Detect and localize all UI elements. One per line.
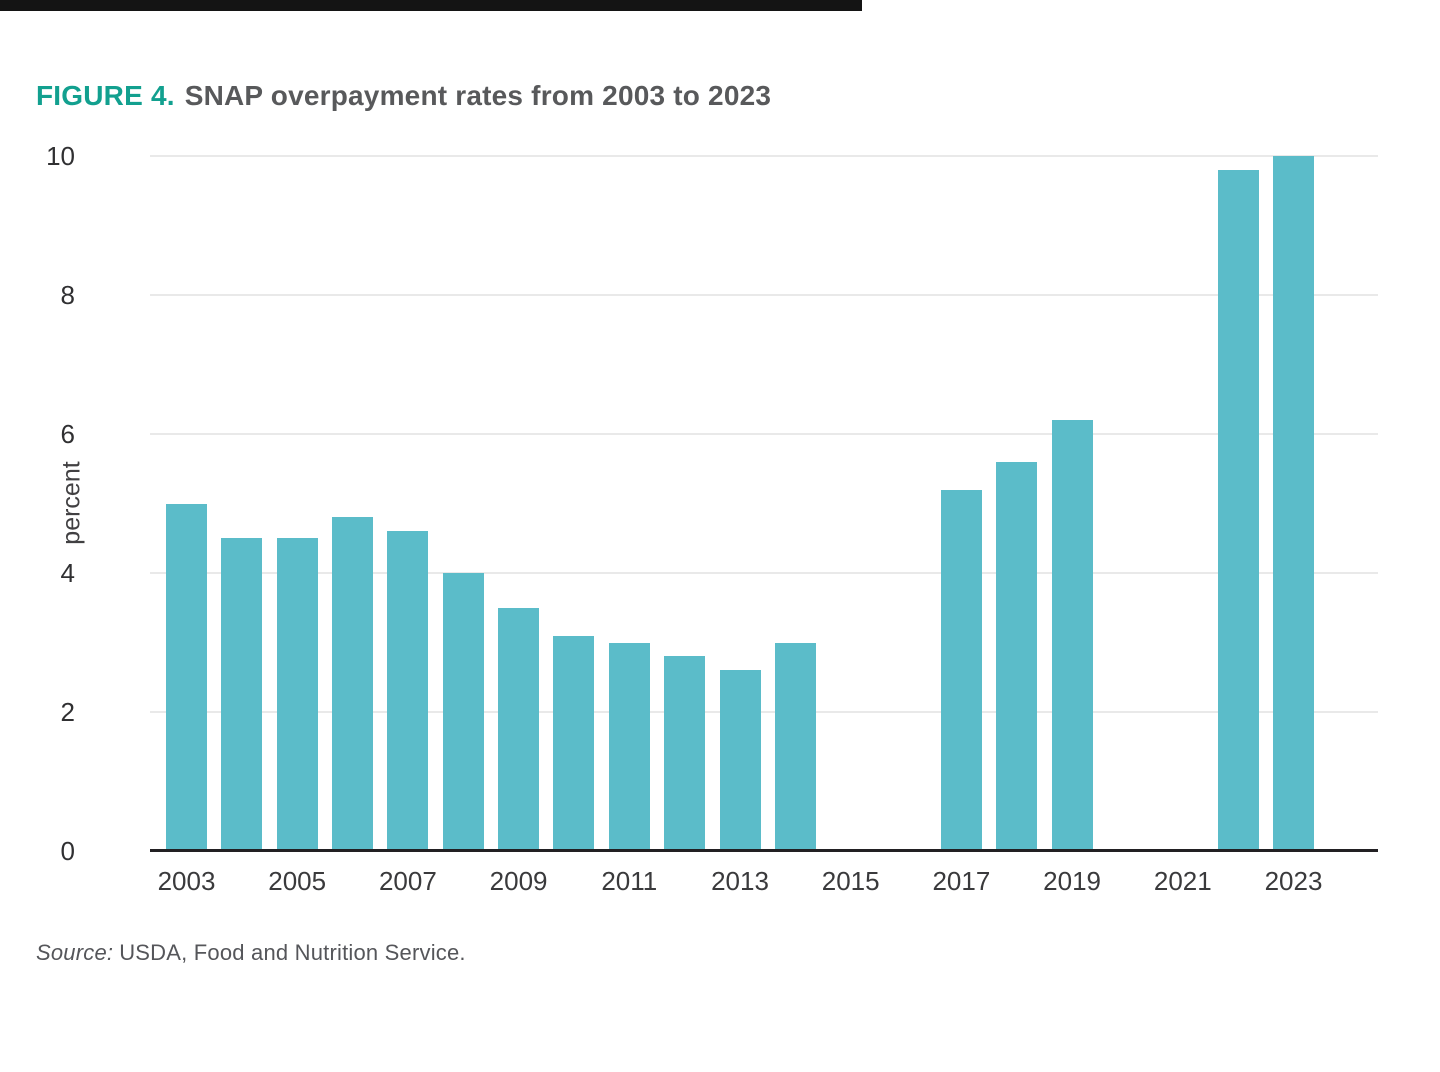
bar-2018 xyxy=(996,461,1038,851)
figure-title: FIGURE 4. SNAP overpayment rates from 200… xyxy=(36,80,771,112)
x-tick-label-2005: 2005 xyxy=(268,866,327,896)
y-tick-label-2: 2 xyxy=(60,697,75,727)
bar-2011 xyxy=(608,642,650,851)
bar-2017 xyxy=(940,489,982,851)
bar-2008 xyxy=(442,573,484,851)
bar-2013 xyxy=(719,670,761,851)
gridline-8 xyxy=(150,294,1378,296)
figure-number-label: FIGURE 4. xyxy=(36,80,175,111)
bar-2004 xyxy=(221,538,263,851)
x-tick-label-2023: 2023 xyxy=(1264,866,1323,896)
bar-2014 xyxy=(774,642,816,851)
plot-area: 0 2 4 6 8 10 2003 2005 2007 2009 2011 2013 2015 2017 2… xyxy=(46,143,1378,895)
gridline-6 xyxy=(150,433,1378,435)
y-tick-label-10: 10 xyxy=(46,141,75,171)
x-tick-label-2015: 2015 xyxy=(821,866,880,896)
x-tick-label-2017: 2017 xyxy=(932,866,991,896)
top-rule xyxy=(0,0,862,11)
y-axis-label: percent xyxy=(57,461,86,545)
x-tick-label-2007: 2007 xyxy=(378,866,437,896)
source-text: USDA, Food and Nutrition Service. xyxy=(119,940,466,965)
bar-chart: percent 0 2 4 6 8 10 2003 2005 2007 2009 2011 2013 2… xyxy=(0,130,1440,920)
x-tick-label-2003: 2003 xyxy=(157,866,216,896)
x-axis-line xyxy=(150,849,1378,852)
bar-2006 xyxy=(332,517,374,851)
figure-title-text: SNAP overpayment rates from 2003 to 2023 xyxy=(184,80,772,111)
bar-2022 xyxy=(1217,169,1259,851)
bar-2005 xyxy=(276,538,318,851)
y-tick-label-4: 4 xyxy=(60,558,75,588)
bar-2019 xyxy=(1051,420,1093,851)
gridline-2 xyxy=(150,711,1378,713)
y-tick-label-8: 8 xyxy=(60,280,75,310)
bar-2007 xyxy=(387,531,429,851)
y-tick-label-6: 6 xyxy=(60,419,75,449)
source-prefix: Source: xyxy=(36,940,114,965)
gridline-4 xyxy=(150,572,1378,574)
x-tick-label-2021: 2021 xyxy=(1153,866,1212,896)
x-tick-label-2009: 2009 xyxy=(489,866,548,896)
x-tick-label-2019: 2019 xyxy=(1043,866,1102,896)
bar-2010 xyxy=(553,635,595,851)
bar-2023 xyxy=(1273,156,1314,851)
bar-2003 xyxy=(166,503,207,851)
bar-2012 xyxy=(664,656,706,851)
x-tick-label-2011: 2011 xyxy=(601,866,658,896)
x-tick-label-2013: 2013 xyxy=(711,866,769,896)
bar-2009 xyxy=(498,607,540,851)
source-note: Source: USDA, Food and Nutrition Service. xyxy=(36,940,466,966)
y-tick-label-0: 0 xyxy=(60,836,75,866)
gridline-10 xyxy=(150,155,1378,157)
